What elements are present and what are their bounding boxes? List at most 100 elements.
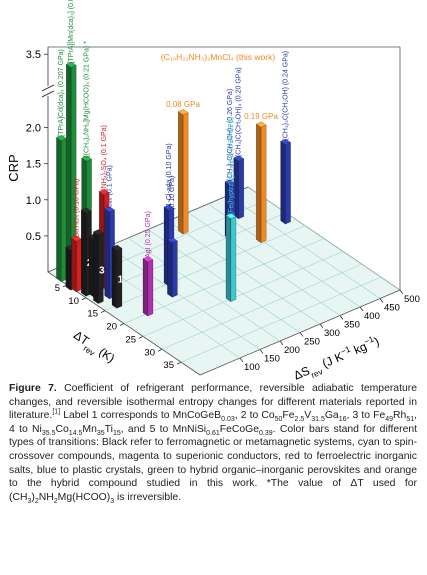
z-tick-label: 1.0 [26,195,41,207]
bar-face [177,109,189,116]
axis-break-gap [42,85,54,96]
bar-face [98,189,110,195]
bar-face [182,112,189,235]
bar-face [93,231,99,304]
tick-mark [138,336,144,339]
caption-text: , 2 to Co [234,410,275,422]
bar-face [280,141,286,225]
bar-label: [TPrA][Mn(dca)₃] (0.007 GPa) [68,0,75,63]
bar-face [172,240,178,298]
y-axis-label-part: −1 [339,344,352,357]
y-axis-label-part: kg [349,339,369,358]
caption-text: ) [31,491,35,503]
bar [56,135,67,282]
x-tick-label: 10 [68,296,79,307]
bar-face [88,235,94,298]
caption-text: , 4 to Ni [9,410,418,435]
caption-text: FeCoGe [219,423,260,435]
caption: Figure 7. Coefficient of refrigerant per… [0,382,427,505]
caption-text: NH [38,491,54,503]
tick-mark [157,348,163,352]
axis-break [41,84,55,92]
caption-text: 2.5 [294,416,305,424]
caption-text: 31.5 [311,416,325,424]
annotation: (C₁₀H₂₁NH₃)₂MnCl₄ (this work) [161,52,276,62]
bar [93,229,104,304]
bar-face [80,207,92,214]
bar-face [104,208,110,300]
y-axis-label-part: −1 [363,334,376,347]
caption-text: Mn [82,423,97,435]
bar-face [285,142,291,225]
caption-text: 51 [406,416,415,424]
bar-label: (CH₃)₃C(CH₂OH) (0.24 GPa) [282,51,289,141]
bar-face [104,206,115,213]
bar-face [71,237,77,293]
caption-text: 0.39 [259,429,273,437]
bar-label: (CH₃)C(CH₂OH)₃ (0.20 GPa) [236,67,243,157]
bar [255,121,267,243]
z-axis-label: CRP [6,154,21,181]
tick-mark [81,297,87,301]
caption-text: 16 [338,416,347,424]
caption-text: Figure 7. [9,383,57,394]
x-tick-label: 25 [125,334,136,345]
bar-face [163,204,175,211]
bar-label: 0.08 GPa [166,100,200,109]
caption-text: Fe [282,410,295,422]
z-tick-label: 3.5 [26,49,41,61]
tick-mark [319,323,324,329]
tick-mark [379,298,384,303]
bar [71,235,82,293]
bar-face [230,216,237,302]
bar [280,138,291,225]
bar-face [167,237,178,244]
axis-break [41,90,55,98]
bar-face [225,215,231,302]
bar-face [56,137,62,282]
caption-text: Ti [104,423,113,435]
bar [111,244,123,309]
bar-face [147,259,154,317]
bar-face [61,138,67,282]
bar-face [224,179,236,186]
bar-face [142,258,148,317]
bar-label: (NH₄)₂SO₄ (0.1 GPa) [101,125,108,191]
y-tick-label: 400 [364,311,380,322]
bar [225,213,237,302]
bar-face [56,135,67,141]
tick-mark [279,340,284,346]
bar-face [178,111,184,235]
caption-text: 35.5 [41,429,56,437]
tick-mark [119,323,125,326]
z-tick-label: 1.5 [26,159,41,171]
bar-face [65,61,77,68]
bar-face [76,239,82,293]
bar-face [111,247,117,309]
caption-text: is irreversible. [114,491,182,503]
y-tick-label: 350 [344,320,360,331]
caption-text: , 3 to Fe [346,410,386,422]
bar [233,155,245,219]
bar-face [167,239,173,298]
bar-label: AgI (0.25 GPa) [145,211,152,258]
caption-text: 14.5 [68,429,83,437]
bar-label: [Fe(hyptrz)₃]A₂·H₂O (0.26 GPa) [228,117,235,215]
bar-face [225,213,237,219]
bar-face [256,123,262,243]
y-tick-label: 100 [244,362,260,373]
caption-text: , and 5 to MnNiSi [120,423,207,435]
y-tick-label: 300 [324,328,340,339]
bar [167,237,178,298]
grid-line [227,195,381,299]
grid-line [247,186,401,291]
caption-text: 3 [110,497,115,505]
bar-face [111,244,123,251]
tick-mark [299,332,304,337]
bar-face [260,124,267,243]
caption-text: 0.61 [206,429,220,437]
bar-face [71,235,82,242]
caption-text: 50 [274,416,283,424]
z-tick-label: 0.5 [26,231,41,243]
